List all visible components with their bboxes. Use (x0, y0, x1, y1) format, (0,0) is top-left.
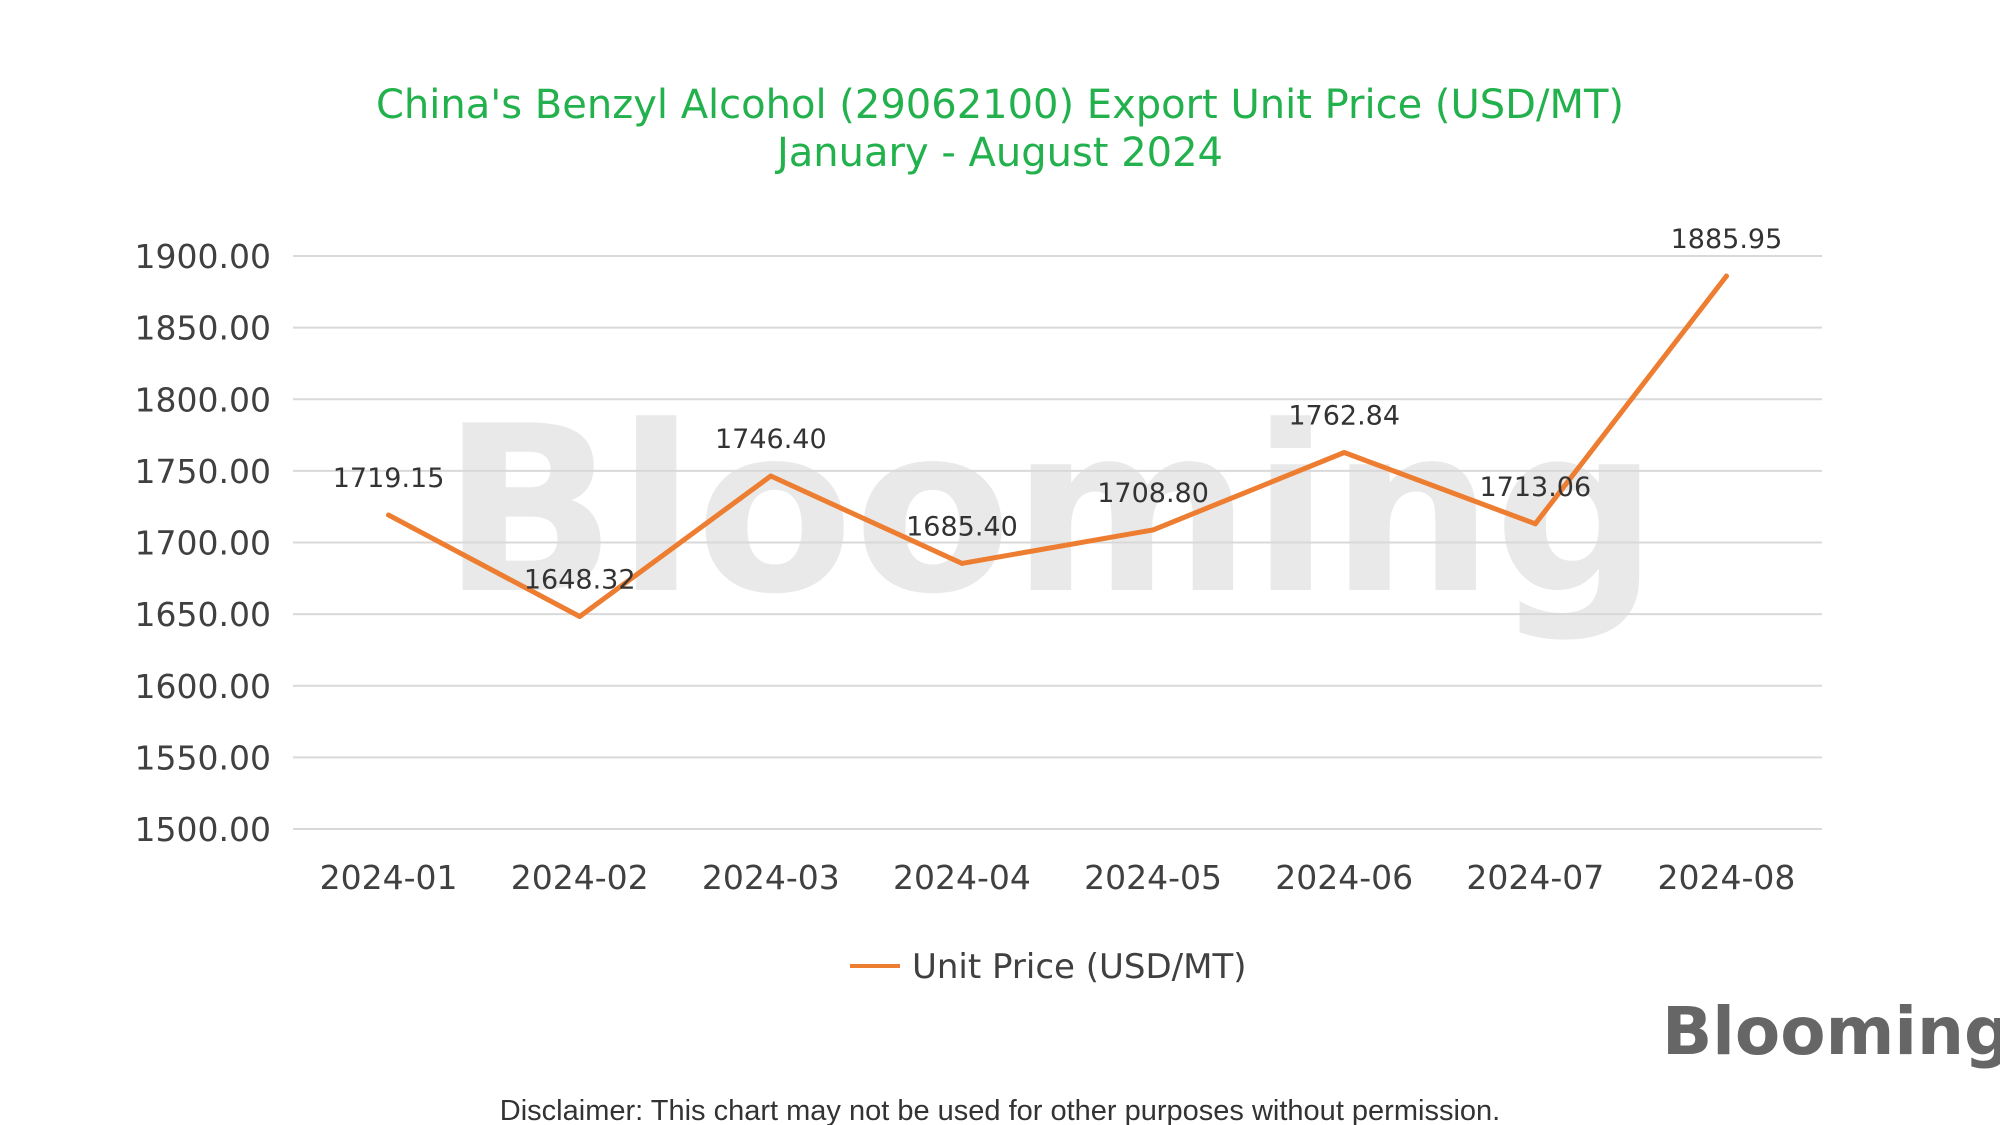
data-label: 1648.32 (524, 565, 636, 596)
y-tick-label: 1800.00 (135, 380, 271, 419)
y-tick-label: 1700.00 (135, 524, 271, 563)
data-label: 1885.95 (1671, 224, 1783, 255)
data-point (768, 473, 774, 479)
data-label: 1713.06 (1479, 472, 1591, 503)
y-tick-label: 1850.00 (135, 309, 271, 348)
y-tick-label: 1600.00 (135, 667, 271, 706)
data-labels: 1719.15 1648.32 1746.40 1685.40 1708.80 1762.… (333, 224, 1783, 595)
data-label: 1762.84 (1288, 400, 1400, 431)
chart-title: China's Benzyl Alcohol (29062100) Export… (376, 82, 1624, 128)
data-point (1532, 521, 1538, 527)
x-tick-label: 2024-02 (511, 858, 649, 897)
logo-text: Blooming (1662, 993, 2000, 1070)
data-label: 1746.40 (715, 424, 827, 455)
y-tick-label: 1500.00 (135, 810, 271, 849)
data-label: 1685.40 (906, 511, 1018, 542)
data-point (1150, 527, 1156, 533)
x-tick-label: 2024-08 (1657, 858, 1795, 897)
x-tick-label: 2024-06 (1275, 858, 1413, 897)
y-axis-ticks: 1500.00 1550.00 1600.00 1650.00 1700.00 1750.… (135, 237, 271, 849)
legend: Unit Price (USD/MT) (850, 947, 1247, 987)
series-layer (386, 273, 1729, 620)
disclaimer-text: Disclaimer: This chart may not be used f… (500, 1095, 1500, 1125)
watermark: Blooming (441, 378, 1658, 645)
x-tick-label: 2024-05 (1084, 858, 1222, 897)
x-tick-label: 2024-04 (893, 858, 1031, 897)
x-tick-label: 2024-07 (1466, 858, 1604, 897)
data-label: 1719.15 (333, 463, 445, 494)
y-tick-label: 1650.00 (135, 595, 271, 634)
chart-subtitle: January - August 2024 (774, 130, 1223, 176)
y-tick-label: 1550.00 (135, 738, 271, 777)
y-tick-label: 1750.00 (135, 452, 271, 491)
data-point (1341, 449, 1347, 455)
y-tick-label: 1900.00 (135, 237, 271, 276)
data-label: 1708.80 (1097, 478, 1209, 509)
data-point (577, 614, 583, 620)
series-line (386, 273, 1729, 619)
x-axis-ticks: 2024-01 2024-02 2024-03 2024-04 2024-05 2024-… (320, 858, 1796, 897)
x-tick-label: 2024-01 (320, 858, 458, 897)
legend-label: Unit Price (USD/MT) (912, 947, 1247, 987)
blooming-logo: Blooming (1662, 993, 2000, 1070)
gridlines (293, 255, 1822, 830)
watermark-text: Blooming (441, 378, 1658, 645)
data-point (959, 560, 965, 566)
data-point (1723, 273, 1729, 279)
data-point (386, 512, 392, 518)
x-tick-label: 2024-03 (702, 858, 840, 897)
